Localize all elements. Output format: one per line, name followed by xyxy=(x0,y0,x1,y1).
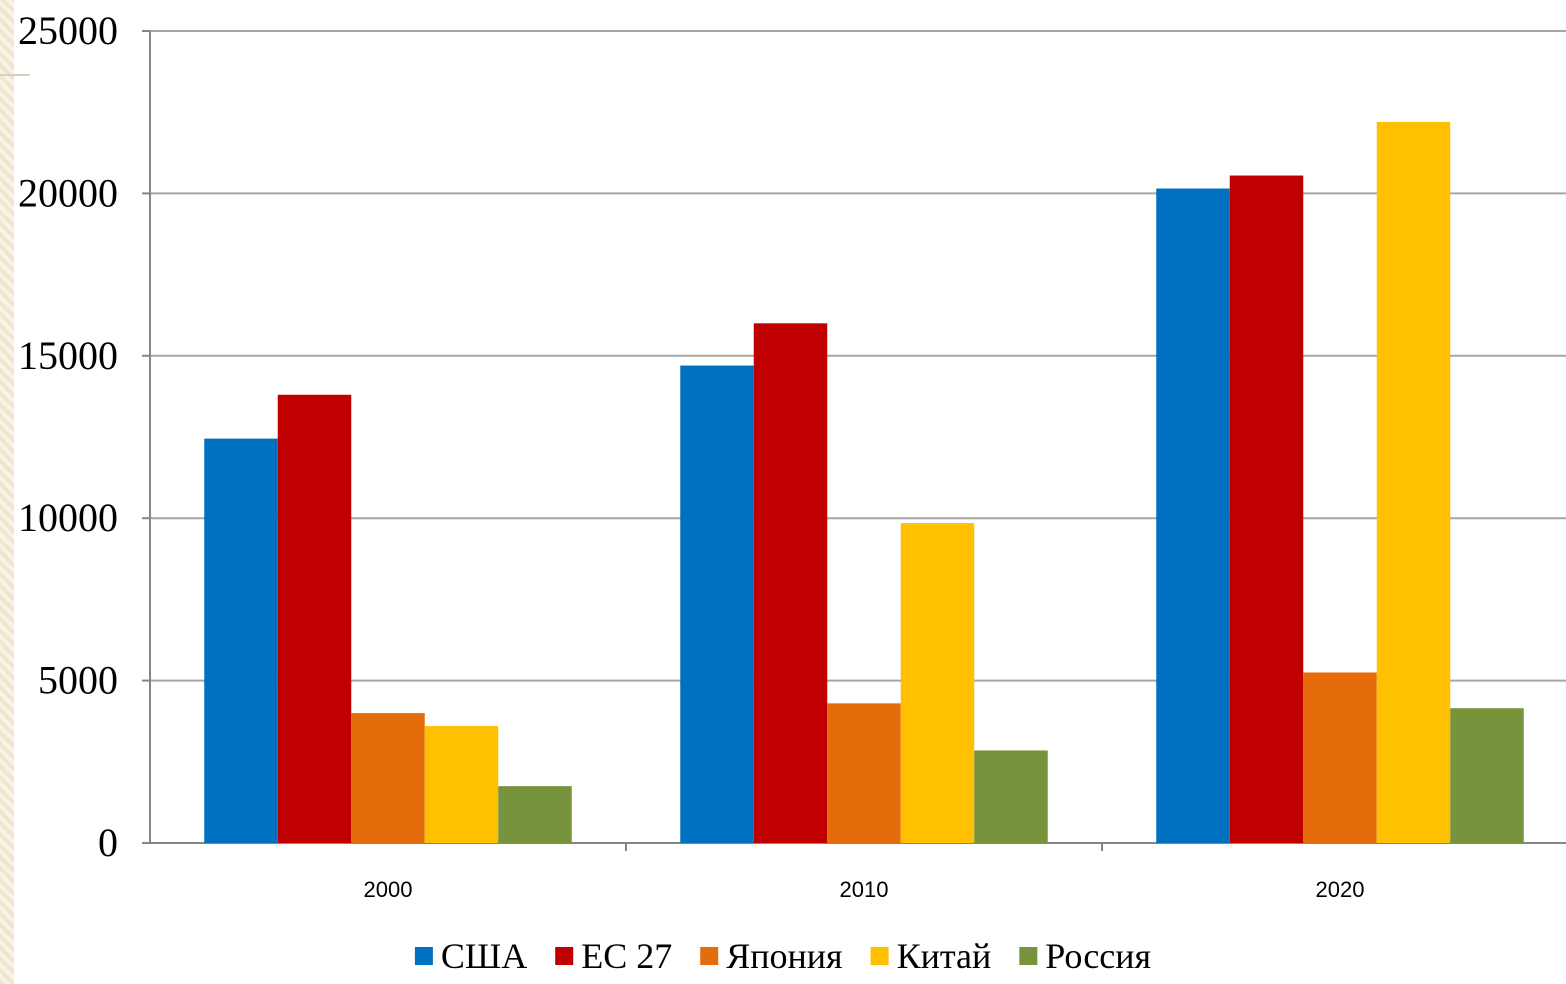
y-tick-label: 25000 xyxy=(18,8,118,53)
legend-swatch xyxy=(1019,947,1038,965)
y-tick-label: 20000 xyxy=(18,170,118,215)
bar-ЕС 27-2000 xyxy=(277,394,352,843)
legend-item: Япония xyxy=(700,936,843,976)
bar-Япония-2020 xyxy=(1303,672,1377,843)
legend-label: США xyxy=(441,936,527,976)
legend-item: Китай xyxy=(870,936,992,976)
legend-label: Россия xyxy=(1045,936,1151,976)
bar-США-2020 xyxy=(1156,188,1230,843)
bar-Китай-2020 xyxy=(1376,121,1451,844)
gridlines xyxy=(150,30,1566,682)
bar-ЕС 27-2010 xyxy=(753,323,828,843)
decorative-line xyxy=(0,74,30,76)
bar-Россия-2020 xyxy=(1450,708,1524,843)
bars xyxy=(204,121,1524,844)
y-tick-label: 5000 xyxy=(38,658,118,703)
bar-США-2000 xyxy=(204,438,278,843)
x-tick-label: 2000 xyxy=(364,877,413,902)
legend: США ЕС 27 Япония Китай Россия xyxy=(414,936,1151,976)
bar-Россия-2010 xyxy=(974,750,1048,843)
x-tick-label: 2020 xyxy=(1316,877,1365,902)
legend-label: Китай xyxy=(897,936,992,976)
y-tick-label: 10000 xyxy=(18,495,118,540)
legend-item: Россия xyxy=(1019,936,1151,976)
legend-label: Япония xyxy=(726,936,842,976)
y-axis-ticks: 0 5000 10000 15000 20000 25000 xyxy=(18,8,118,865)
legend-item: США xyxy=(414,936,527,976)
legend-label: ЕС 27 xyxy=(581,936,672,976)
bar-Китай-2010 xyxy=(900,523,975,843)
legend-swatch xyxy=(555,947,574,965)
bar-Россия-2000 xyxy=(498,786,572,843)
y-tick-label: 15000 xyxy=(18,333,118,378)
legend-swatch xyxy=(414,947,433,965)
decorative-border xyxy=(0,0,14,984)
y-tick-label: 0 xyxy=(98,820,118,865)
x-tick-label: 2010 xyxy=(840,877,889,902)
bar-Япония-2000 xyxy=(351,713,425,843)
bar-Китай-2000 xyxy=(424,726,499,843)
legend-swatch xyxy=(700,947,719,965)
bar-США-2010 xyxy=(680,365,754,843)
legend-item: ЕС 27 xyxy=(555,936,672,976)
bar-ЕС 27-2020 xyxy=(1229,175,1304,843)
legend-swatch xyxy=(870,947,889,965)
bar-Япония-2010 xyxy=(827,703,901,843)
x-axis-ticks: 2000 2010 2020 xyxy=(364,877,1365,902)
